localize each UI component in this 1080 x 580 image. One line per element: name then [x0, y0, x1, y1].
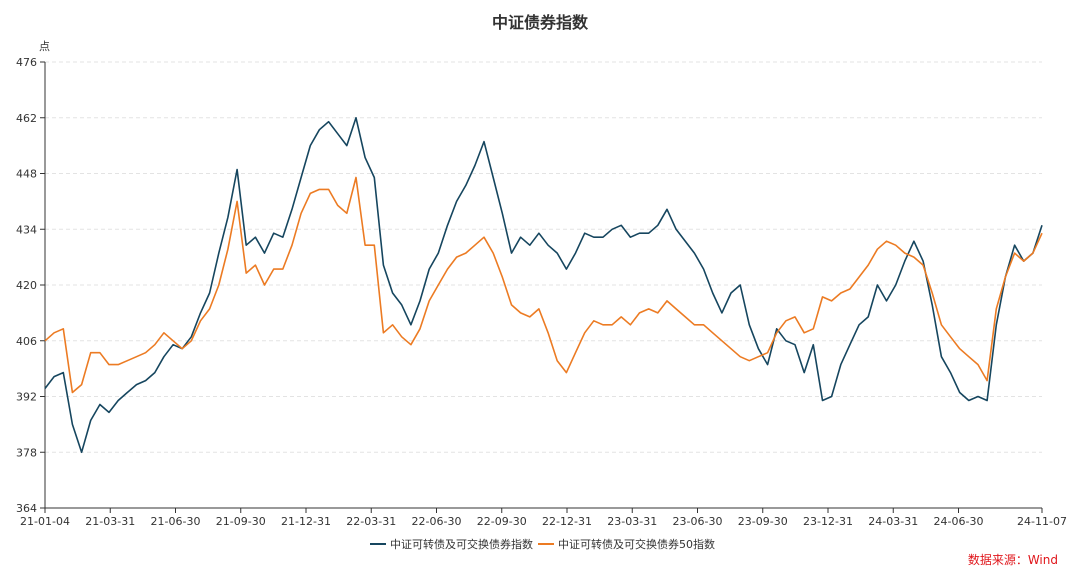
- x-tick-label: 23-06-30: [673, 515, 723, 528]
- y-tick-label: 420: [16, 279, 37, 292]
- x-tick-label: 21-01-04: [20, 515, 70, 528]
- x-tick-label: 22-03-31: [346, 515, 396, 528]
- x-tick-label: 24-03-31: [868, 515, 918, 528]
- y-tick-label: 476: [16, 56, 37, 69]
- legend-label-2: 中证可转债及可交换债券50指数: [558, 537, 715, 551]
- y-axis-ticks: 364 378 392 406 420 434 448 462 476: [16, 56, 45, 515]
- y-tick-label: 448: [16, 168, 37, 181]
- x-tick-label: 21-06-30: [151, 515, 201, 528]
- legend-label-1: 中证可转债及可交换债券指数: [390, 537, 533, 551]
- x-tick-label: 21-12-31: [281, 515, 331, 528]
- y-tick-label: 462: [16, 112, 37, 125]
- grid: [45, 62, 1042, 452]
- x-tick-label: 23-12-31: [803, 515, 853, 528]
- x-axis-ticks: 21-01-04 21-03-31 21-06-30 21-09-30 21-12-31…: [20, 508, 1067, 528]
- y-tick-label: 364: [16, 502, 37, 515]
- x-tick-label: 23-03-31: [607, 515, 657, 528]
- data-source-note: 数据来源：Wind: [968, 551, 1058, 568]
- x-tick-label: 21-03-31: [85, 515, 135, 528]
- legend: 中证可转债及可交换债券指数 中证可转债及可交换债券50指数: [370, 537, 715, 551]
- chart: 中证债券指数 点 364 378 392 406 420 434 448 462 476 21-…: [0, 0, 1080, 580]
- y-tick-label: 392: [16, 391, 37, 404]
- x-tick-label: 21-09-30: [216, 515, 266, 528]
- y-tick-label: 406: [16, 335, 37, 348]
- x-tick-label: 22-06-30: [412, 515, 462, 528]
- chart-title: 中证债券指数: [492, 13, 589, 32]
- x-tick-label: 24-06-30: [934, 515, 984, 528]
- y-tick-label: 378: [16, 446, 37, 459]
- x-tick-label: 22-09-30: [477, 515, 527, 528]
- y-axis-unit: 点: [39, 40, 50, 53]
- x-tick-label: 22-12-31: [542, 515, 592, 528]
- x-tick-label: 23-09-30: [738, 515, 788, 528]
- x-tick-label: 24-11-07: [1017, 515, 1067, 528]
- y-tick-label: 434: [16, 223, 37, 236]
